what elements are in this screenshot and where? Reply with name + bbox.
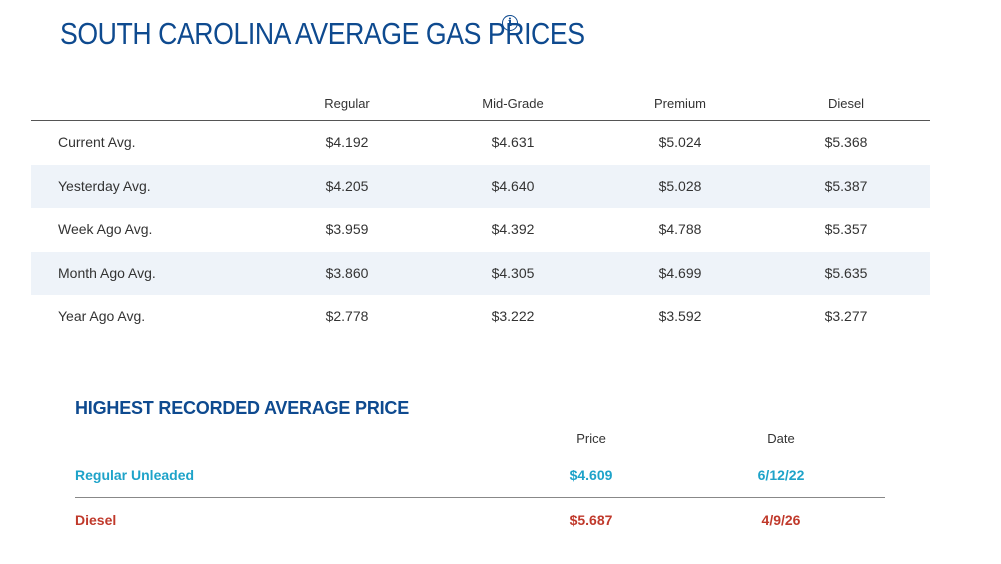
premium-price: $4.788 <box>658 221 702 237</box>
column-header-diesel: Diesel <box>827 96 865 111</box>
mid-grade-price: $4.631 <box>491 134 535 150</box>
regular-price: $3.959 <box>325 221 369 237</box>
column-header-price: Price <box>576 431 606 446</box>
record-label: Regular Unleaded <box>75 467 195 483</box>
table-row: Month Ago Avg. $3.860 $4.305 $4.699 $5.6… <box>31 251 930 295</box>
diesel-price: $5.357 <box>824 221 868 237</box>
diesel-price: $5.635 <box>824 264 868 281</box>
mid-grade-price: $3.222 <box>491 308 535 324</box>
record-price: $5.687 <box>569 512 613 528</box>
premium-price: $5.028 <box>658 177 702 194</box>
row-label: Yesterday Avg. <box>58 177 151 194</box>
diesel-price: $3.277 <box>824 308 868 324</box>
table-row: Current Avg. $4.192 $4.631 $5.024 $5.368 <box>31 121 930 165</box>
record-price: $4.609 <box>569 467 613 483</box>
table-row: Year Ago Avg. $2.778 $3.222 $3.592 $3.27… <box>31 295 930 339</box>
highest-recorded-title: HIGHEST RECORDED AVERAGE PRICE <box>75 398 410 418</box>
column-header-date: Date <box>767 431 795 446</box>
row-label: Month Ago Avg. <box>58 264 156 281</box>
premium-price: $5.024 <box>658 134 702 150</box>
table-row: Yesterday Avg. $4.205 $4.640 $5.028 $5.3… <box>31 164 930 208</box>
premium-price: $4.699 <box>658 264 702 281</box>
row-label: Current Avg. <box>58 134 136 150</box>
column-header-regular: Regular <box>324 96 370 111</box>
column-header-premium: Premium <box>653 96 707 111</box>
table-row: Week Ago Avg. $3.959 $4.392 $4.788 $5.35… <box>31 208 930 252</box>
diesel-price: $5.387 <box>824 177 868 194</box>
diesel-price: $5.368 <box>824 134 868 150</box>
record-label: Diesel <box>75 512 117 528</box>
regular-price: $2.778 <box>325 308 369 324</box>
record-row-regular-unleaded: Regular Unleaded $4.609 6/12/22 <box>75 453 885 498</box>
info-icon[interactable]: i <box>502 15 518 31</box>
column-header-mid-grade: Mid-Grade <box>482 96 544 111</box>
mid-grade-price: $4.392 <box>491 221 535 237</box>
average-prices-table: Regular Mid-Grade Premium Diesel Current… <box>31 88 930 339</box>
table-header: Regular Mid-Grade Premium Diesel <box>31 88 930 121</box>
row-label: Year Ago Avg. <box>58 308 146 324</box>
premium-price: $3.592 <box>658 308 702 324</box>
record-date: 4/9/26 <box>761 512 801 528</box>
regular-price: $4.205 <box>325 177 369 194</box>
record-row-diesel: Diesel $5.687 4/9/26 <box>75 498 885 542</box>
mid-grade-price: $4.305 <box>491 264 535 281</box>
mid-grade-price: $4.640 <box>491 177 535 194</box>
regular-price: $3.860 <box>325 264 369 281</box>
record-date: 6/12/22 <box>757 467 805 483</box>
row-label: Week Ago Avg. <box>58 221 153 237</box>
regular-price: $4.192 <box>325 134 369 150</box>
page-title: SOUTH CAROLINA AVERAGE GAS PRICES <box>60 16 585 51</box>
